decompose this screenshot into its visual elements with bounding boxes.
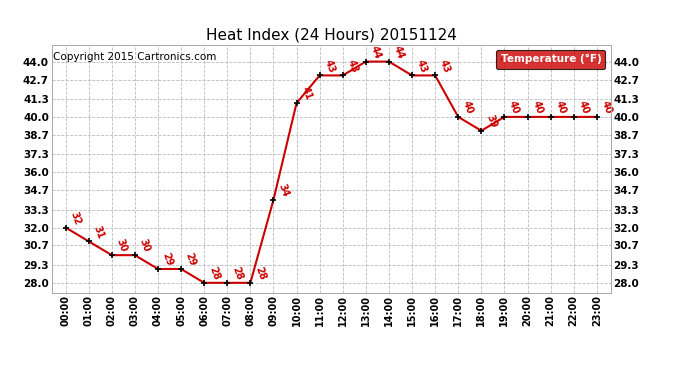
Text: 41: 41 (299, 86, 313, 102)
Text: 40: 40 (461, 99, 475, 116)
Text: 43: 43 (415, 58, 428, 74)
Text: 28: 28 (253, 265, 267, 281)
Text: 28: 28 (230, 265, 244, 281)
Text: 28: 28 (207, 265, 221, 281)
Text: 34: 34 (276, 182, 290, 198)
Text: 43: 43 (322, 58, 337, 74)
Text: 30: 30 (138, 238, 152, 254)
Text: 29: 29 (184, 251, 198, 267)
Text: 30: 30 (115, 238, 128, 254)
Text: Copyright 2015 Cartronics.com: Copyright 2015 Cartronics.com (53, 53, 216, 62)
Legend: Temperature (°F): Temperature (°F) (496, 50, 605, 69)
Text: 44: 44 (392, 44, 406, 60)
Text: 43: 43 (346, 58, 359, 74)
Title: Heat Index (24 Hours) 20151124: Heat Index (24 Hours) 20151124 (206, 27, 457, 42)
Text: 44: 44 (368, 44, 383, 60)
Text: 40: 40 (600, 99, 613, 116)
Text: 39: 39 (484, 113, 498, 129)
Text: 40: 40 (576, 99, 591, 116)
Text: 40: 40 (507, 99, 521, 116)
Text: 40: 40 (531, 99, 544, 116)
Text: 43: 43 (438, 58, 452, 74)
Text: 31: 31 (92, 224, 106, 240)
Text: 32: 32 (68, 210, 82, 226)
Text: 40: 40 (553, 99, 567, 116)
Text: 29: 29 (161, 251, 175, 267)
